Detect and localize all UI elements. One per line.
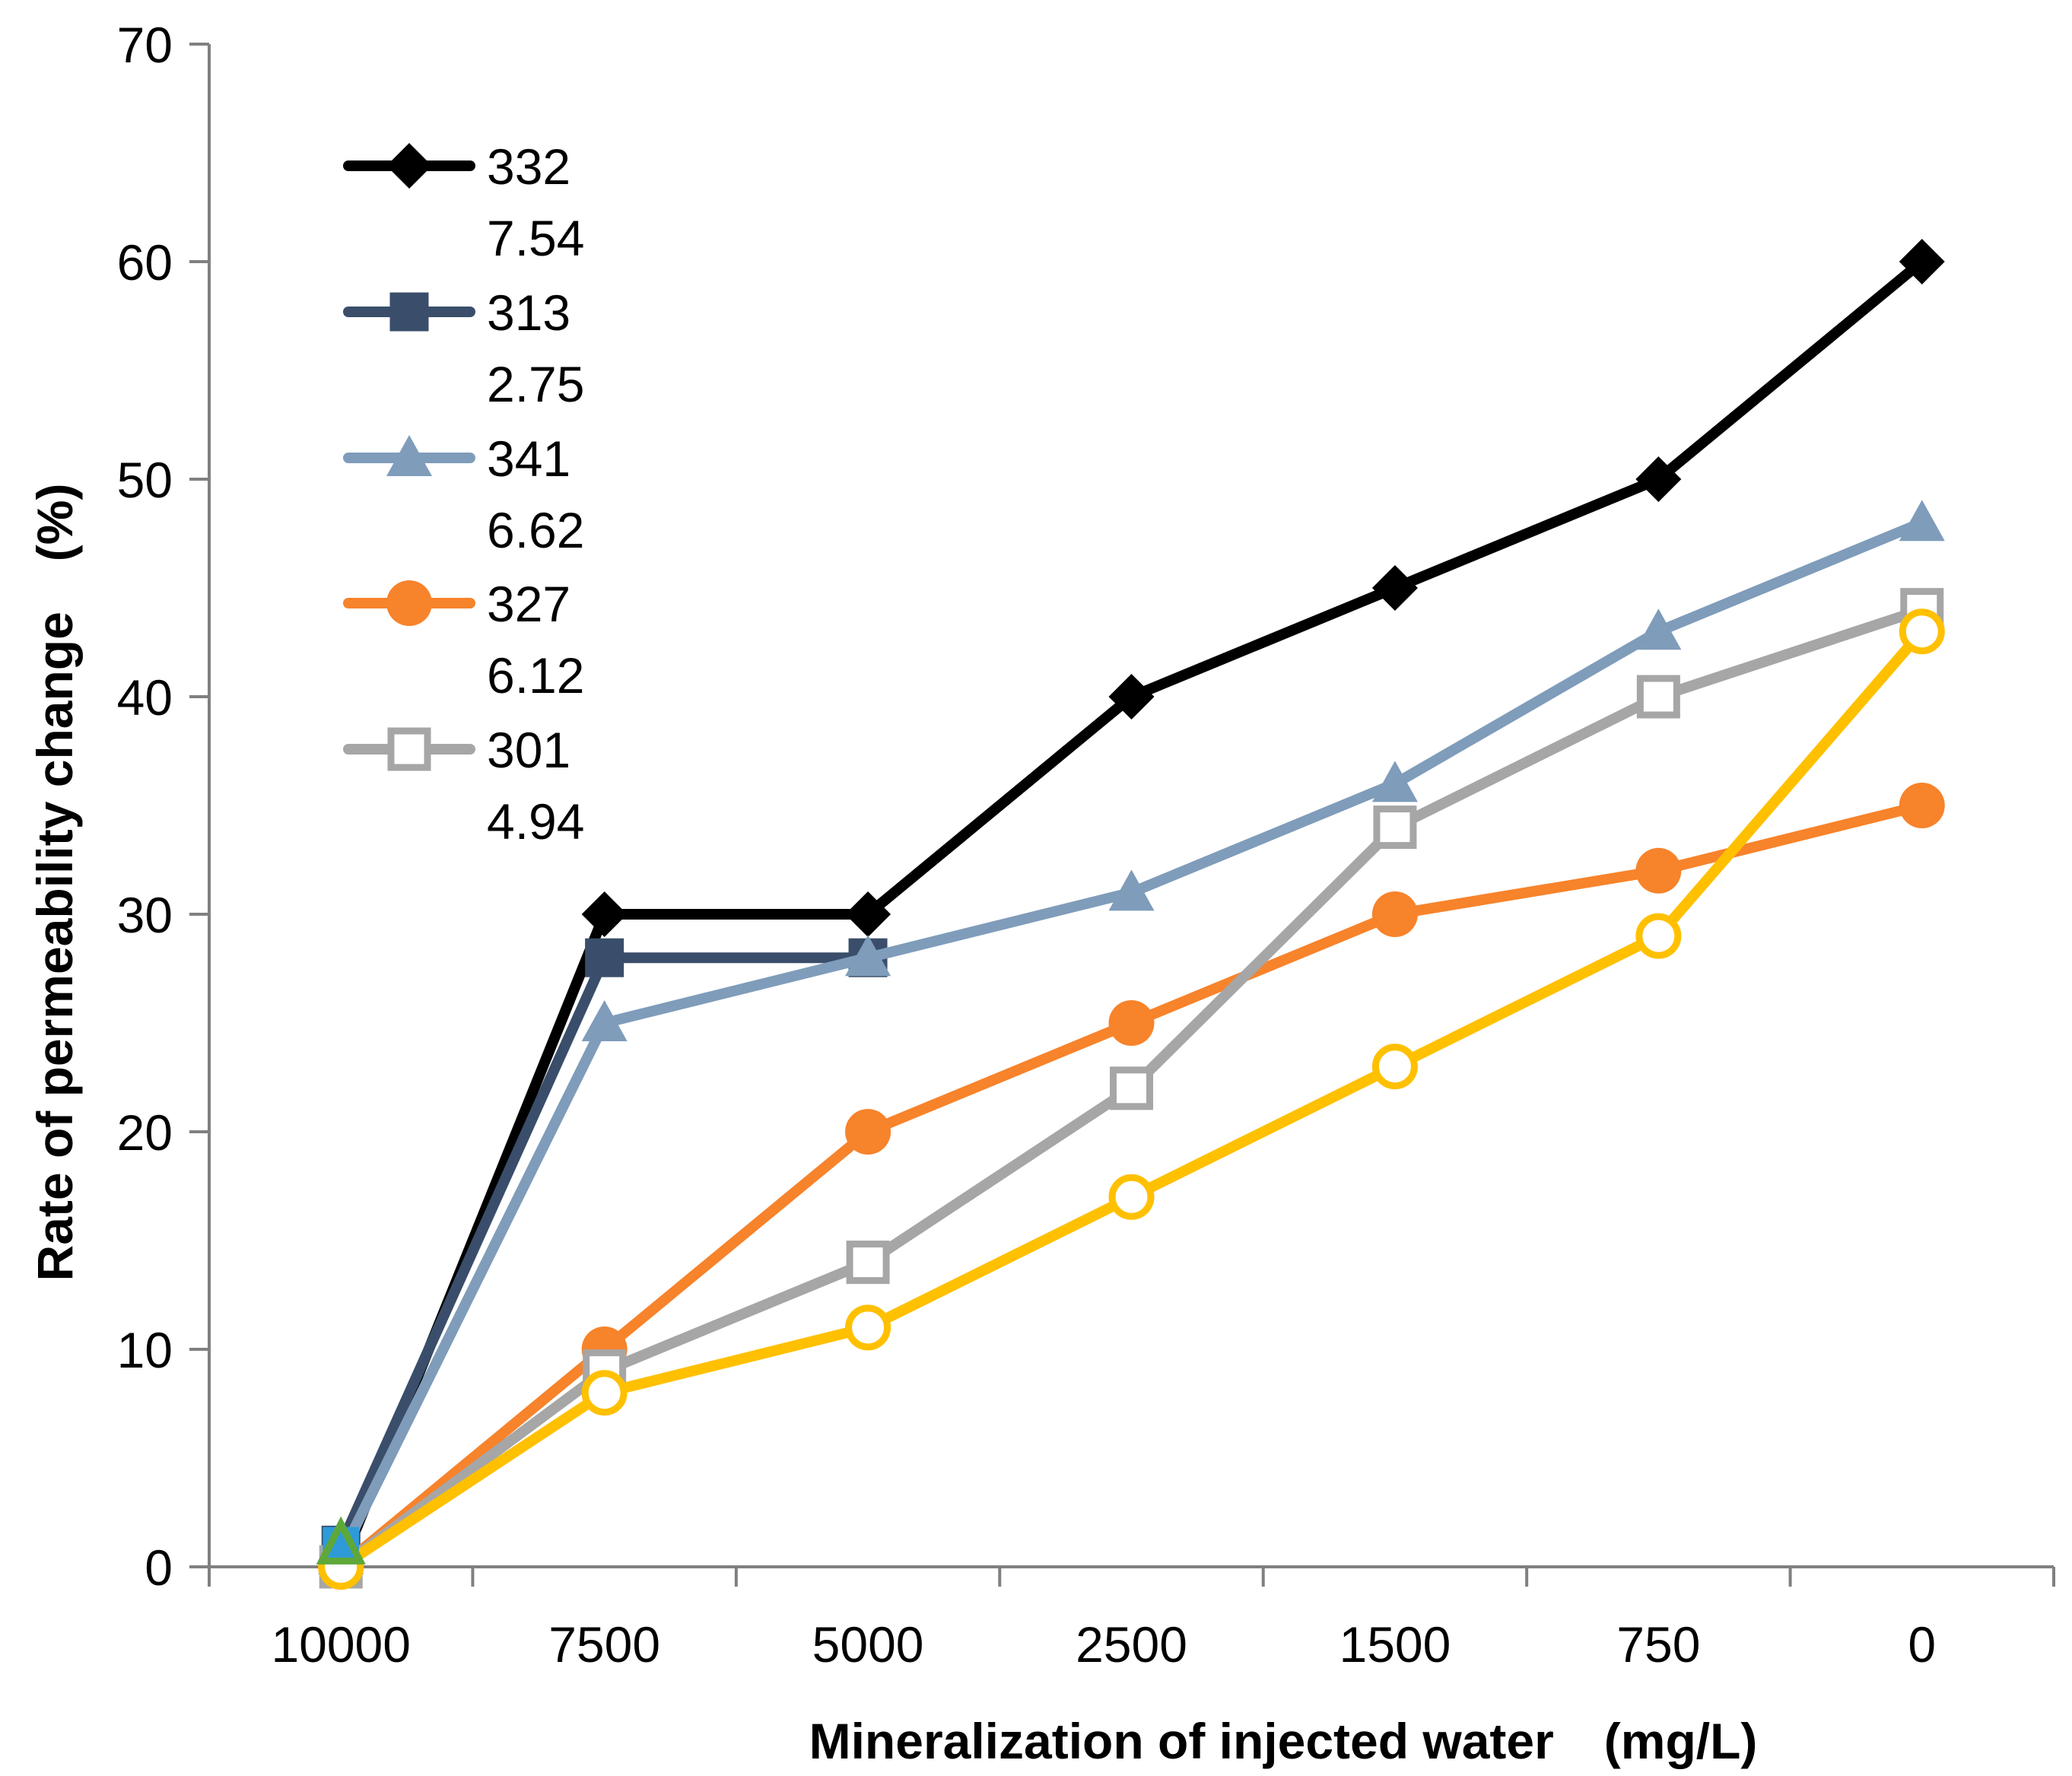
y-tick-label: 0 (145, 1539, 173, 1596)
series-unnamed (318, 608, 1945, 1590)
chart-axes (208, 44, 2054, 1568)
data-point (1373, 805, 1417, 850)
x-tick-label: 10000 (271, 1616, 411, 1673)
data-point (1899, 608, 1945, 655)
data-point (1371, 565, 1418, 611)
legend-swatch-marker (387, 727, 431, 771)
data-point (846, 1241, 890, 1285)
x-tick-label: 7500 (548, 1616, 660, 1673)
data-point (1108, 674, 1155, 720)
legend: 332 7.54 313 2.75 341 6.62 327 6.12 301 4.94 (343, 138, 584, 850)
legend-label: 341 (487, 430, 570, 487)
data-point (1899, 239, 1945, 284)
data-point (581, 1370, 628, 1416)
legend-label: 301 (487, 722, 570, 778)
legend-label: 327 (487, 576, 570, 632)
data-point (1371, 1044, 1418, 1090)
data-point (581, 891, 628, 937)
extra-markers-layer (316, 1516, 366, 1565)
legend-label: 313 (487, 284, 570, 341)
y-tick-label: 20 (117, 1104, 173, 1161)
legend-sublabel: 6.12 (487, 647, 584, 704)
y-tick-label: 50 (117, 452, 173, 508)
data-point (1371, 761, 1418, 802)
data-point (1635, 913, 1682, 959)
series-341 (318, 500, 1945, 1574)
data-point (581, 1000, 628, 1041)
data-point (845, 1304, 891, 1351)
x-tick-label: 0 (1908, 1616, 1936, 1673)
legend-swatch-marker (386, 580, 432, 626)
legend-entry: 301 4.94 (343, 722, 584, 850)
data-point (1899, 500, 1945, 542)
data-point (1635, 608, 1682, 650)
legend-label: 332 (487, 138, 570, 195)
x-tick-label: 2500 (1076, 1616, 1187, 1673)
x-tick-label: 750 (1616, 1616, 1700, 1673)
data-point (1635, 847, 1682, 894)
data-point (845, 891, 891, 937)
y-axis-title: Rate of permeability change (%) (27, 484, 83, 1282)
data-point (1899, 783, 1945, 828)
data-point (845, 935, 891, 977)
data-point (1371, 891, 1418, 937)
y-tick-label: 40 (117, 669, 173, 726)
legend-sublabel: 2.75 (487, 356, 584, 412)
extra-data-point (316, 1516, 366, 1565)
x-tick-label: 1500 (1339, 1616, 1451, 1673)
legend-swatch-marker (386, 435, 432, 476)
y-tick-label: 70 (117, 17, 173, 73)
x-tick-label: 5000 (812, 1616, 924, 1673)
series-line (335, 952, 874, 1551)
legend-sublabel: 4.94 (487, 793, 584, 850)
data-point (1110, 1066, 1153, 1110)
series-332 (318, 239, 1945, 1590)
series-layer (318, 239, 1945, 1590)
y-axis-ticks: 0 10 20 30 40 50 60 70 (117, 17, 209, 1596)
legend-swatch-marker (386, 143, 432, 189)
legend-swatch-marker (389, 292, 429, 332)
data-point (845, 1109, 891, 1155)
y-tick-label: 30 (117, 887, 173, 943)
y-tick-label: 60 (117, 234, 173, 291)
data-point (1108, 1000, 1155, 1046)
y-tick-label: 10 (117, 1322, 173, 1378)
legend-entry: 327 6.12 (343, 576, 584, 704)
x-axis-ticks: 10000 7500 5000 2500 1500 750 0 (208, 1567, 2055, 1673)
x-axis-title: Mineralization of injected water (mg/L) (809, 1713, 1758, 1769)
legend-entry: 341 6.62 (343, 430, 584, 558)
data-point (1636, 675, 1680, 719)
data-point (585, 938, 624, 977)
legend-sublabel: 7.54 (487, 210, 584, 266)
data-point (1108, 869, 1155, 911)
data-point (1108, 1174, 1155, 1220)
data-point (1635, 456, 1682, 502)
legend-sublabel: 6.62 (487, 502, 584, 558)
legend-entry: 332 7.54 (343, 138, 584, 266)
legend-entry: 313 2.75 (343, 284, 584, 412)
